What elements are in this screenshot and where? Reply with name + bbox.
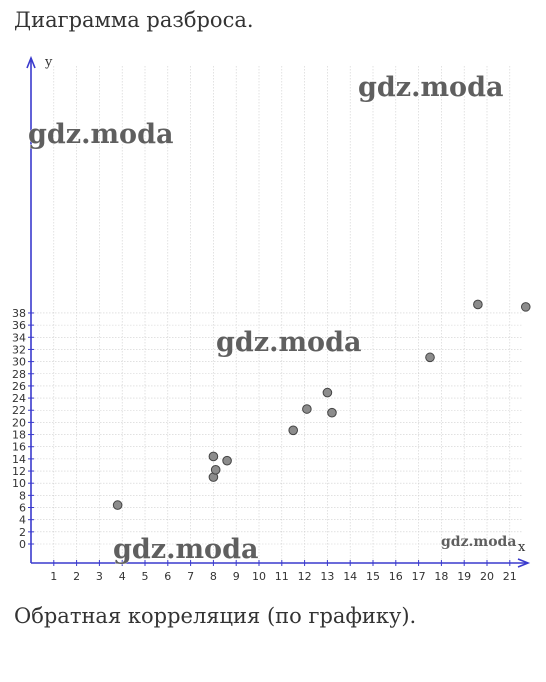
x-tick-label: 16 [389, 570, 403, 583]
x-tick-label: 10 [252, 570, 266, 583]
data-point [473, 299, 483, 310]
data-point [222, 455, 232, 466]
data-point [208, 451, 219, 462]
watermark: gdz.moda [216, 327, 361, 358]
x-tick-label: 18 [434, 570, 448, 583]
watermark: gdz.moda [113, 534, 258, 565]
x-tick-label: 6 [164, 570, 171, 583]
y-axis-label: y [44, 55, 53, 70]
x-tick-label: 20 [480, 570, 494, 583]
watermark: gdz.moda [441, 534, 516, 550]
x-tick-label: 12 [298, 570, 312, 583]
y-axis-arrow [26, 55, 36, 69]
y-tick-label: 32 [12, 343, 26, 356]
y-tick-label: 38 [12, 307, 26, 320]
y-tick-label: 36 [12, 319, 26, 332]
y-tick-label: 24 [12, 392, 26, 405]
x-tick-label: 17 [412, 570, 426, 583]
tick-labels: 1 2 3 4 5 6 7 8 9 10 11 12 13 14 15 16 17 18 19 20 210246810… [12, 55, 526, 583]
y-tick-label: 20 [12, 416, 26, 429]
x-axis-arrow [517, 558, 531, 568]
axes [26, 55, 531, 568]
page-heading: Диаграмма разброса. [14, 8, 254, 32]
data-points [112, 299, 531, 510]
y-tick-label: 34 [12, 331, 26, 344]
x-tick-label: 21 [503, 570, 517, 583]
y-tick-label: 26 [12, 380, 26, 393]
data-point [288, 425, 299, 436]
x-tick-label: 2 [73, 570, 80, 583]
x-tick-label: 1 [50, 570, 57, 583]
watermarks: gdz.moda gdz.moda gdz.moda gdz.moda gdz.… [28, 72, 517, 566]
y-tick-label: 12 [12, 465, 26, 478]
y-tick-label: 14 [12, 453, 26, 466]
x-tick-label: 9 [233, 570, 240, 583]
data-point [520, 302, 531, 312]
x-axis-label: x [518, 540, 526, 555]
x-tick-label: 3 [96, 570, 103, 583]
data-point [112, 500, 123, 510]
x-tick-label: 7 [187, 570, 194, 583]
x-tick-label: 19 [457, 570, 471, 583]
y-tick-label: 16 [12, 441, 26, 454]
y-tick-label: 4 [19, 514, 26, 527]
y-tick-label: 22 [12, 404, 26, 417]
scatter-chart: 1 2 3 4 5 6 7 8 9 10 11 12 13 14 15 16 17 18 19 20 210246810… [12, 55, 531, 583]
grid [31, 66, 522, 563]
x-tick-label: 11 [275, 570, 289, 583]
x-tick-label: 5 [142, 570, 149, 583]
x-tick-label: 4 [119, 570, 126, 583]
x-tick-label: 13 [320, 570, 334, 583]
data-point [425, 352, 435, 363]
y-tick-label: 30 [12, 356, 26, 369]
page-footnote: Обратная корреляция (по графику). [14, 604, 417, 628]
data-point [302, 404, 312, 414]
x-tick-label: 8 [210, 570, 217, 583]
y-tick-label: 6 [19, 502, 26, 515]
data-point [210, 465, 221, 475]
x-tick-label: 14 [343, 570, 357, 583]
data-point [327, 407, 337, 418]
watermark: gdz.moda [358, 72, 503, 103]
y-tick-label: 10 [12, 477, 26, 490]
data-point [322, 387, 333, 398]
x-tick-label: 15 [366, 570, 380, 583]
y-tick-label: 0 [19, 538, 26, 551]
watermark: gdz.moda [28, 119, 173, 150]
y-tick-label: 18 [12, 429, 26, 442]
y-tick-label: 2 [19, 526, 26, 539]
y-tick-label: 28 [12, 368, 26, 381]
y-tick-label: 8 [19, 489, 26, 502]
